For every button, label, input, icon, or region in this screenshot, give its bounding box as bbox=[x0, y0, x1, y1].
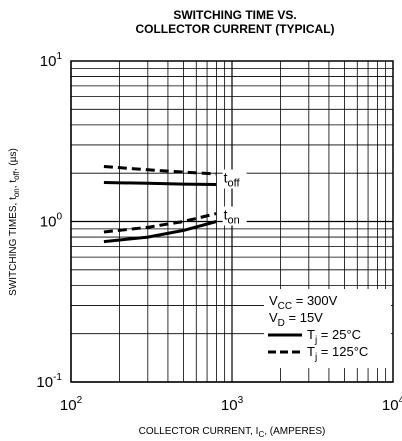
chart-title-line-1: SWITCHING TIME VS. bbox=[173, 8, 296, 22]
y-tick-label: 100 bbox=[40, 212, 63, 231]
legend-condition-vcc: VCC = 300V bbox=[269, 293, 338, 312]
legend-box bbox=[264, 289, 391, 368]
y-tick-label: 10-1 bbox=[36, 372, 62, 391]
x-axis-label: COLLECTOR CURRENT, IC, (AMPERES) bbox=[139, 426, 326, 439]
x-tick-label: 103 bbox=[221, 395, 244, 414]
legend-label-125c: Tj = 125°C bbox=[307, 344, 368, 363]
curve-label-bg bbox=[222, 206, 247, 226]
series-line-toff-25 bbox=[103, 181, 217, 186]
chart-title-line-2: COLLECTOR CURRENT (TYPICAL) bbox=[135, 22, 334, 36]
curve-label-ton: ton bbox=[224, 207, 240, 227]
legend-condition-vd: VD = 15V bbox=[269, 310, 323, 329]
series-line-toff-125 bbox=[103, 165, 217, 176]
curve-label-toff: toff bbox=[224, 170, 241, 190]
series-line-ton-125 bbox=[103, 212, 217, 234]
curve-labels: toff ton bbox=[222, 169, 247, 227]
plot-frame bbox=[70, 60, 394, 383]
y-axis-label: SWITCHING TIMES, ton, toff, (µs) bbox=[8, 148, 21, 296]
tick-labels: 102 103 104 10-1 100 101 bbox=[36, 51, 402, 414]
x-tick-label: 104 bbox=[382, 395, 402, 414]
curve-label-bg bbox=[222, 169, 247, 189]
x-tick-label: 102 bbox=[60, 395, 83, 414]
y-tick-label: 101 bbox=[40, 51, 63, 70]
series-line-ton-25 bbox=[103, 220, 217, 244]
series-group bbox=[103, 165, 217, 244]
legend-label-25c: Tj = 25°C bbox=[307, 327, 361, 346]
